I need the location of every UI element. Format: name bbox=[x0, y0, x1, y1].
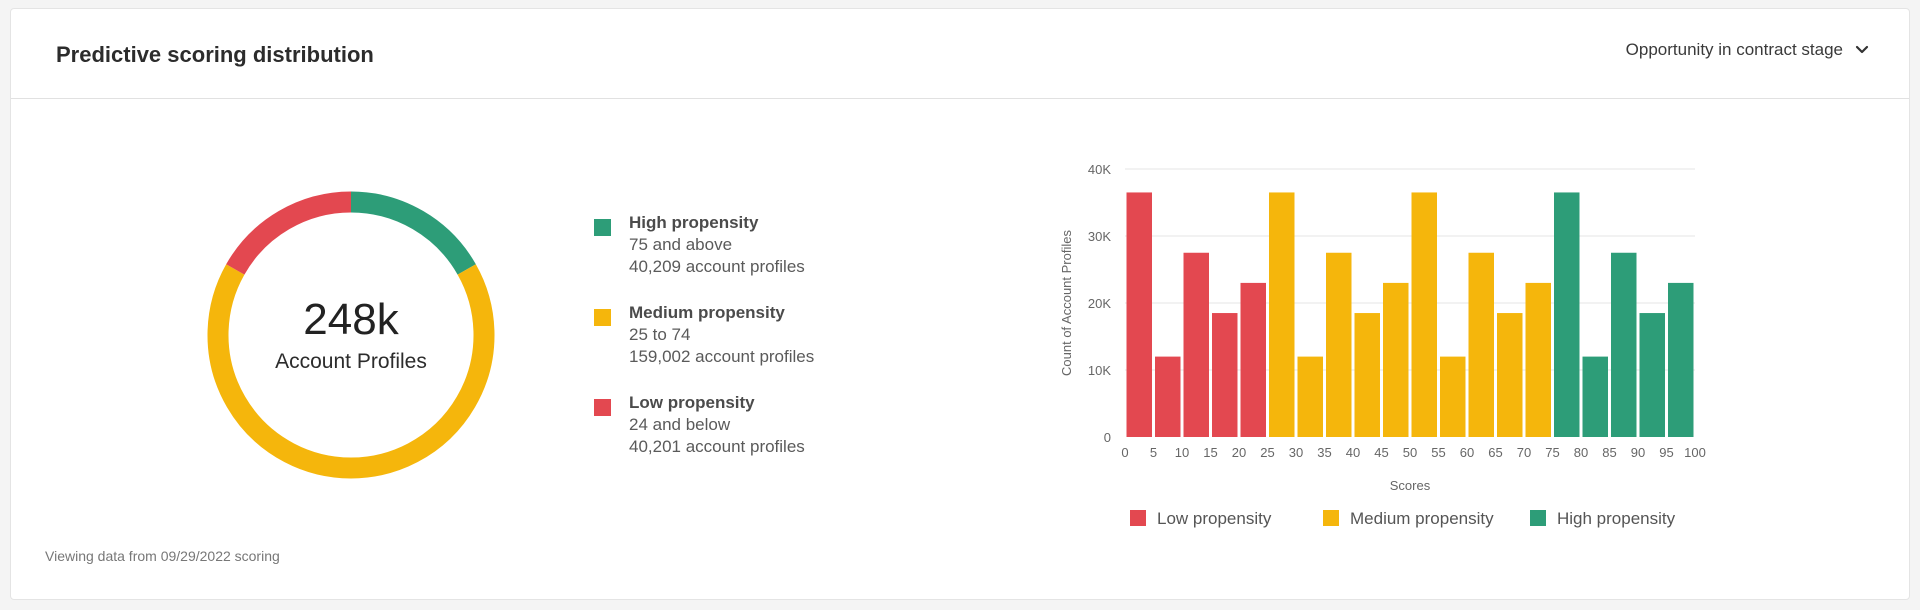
legend-swatch-high bbox=[1530, 510, 1546, 526]
legend-swatch-medium bbox=[594, 309, 611, 326]
legend-range: 25 to 74 bbox=[629, 325, 691, 344]
bar-medium bbox=[1525, 282, 1551, 437]
bar-medium bbox=[1297, 356, 1323, 437]
x-tick-label: 85 bbox=[1602, 445, 1616, 460]
bar-low bbox=[1155, 356, 1181, 437]
footer-note: Viewing data from 09/29/2022 scoring bbox=[45, 548, 280, 564]
scoring-distribution-card: Predictive scoring distribution Opportun… bbox=[10, 8, 1910, 600]
legend-name: Medium propensity bbox=[629, 303, 785, 322]
legend-label-medium: Medium propensity bbox=[1350, 509, 1494, 528]
bar-medium bbox=[1383, 282, 1409, 437]
bar-medium bbox=[1326, 252, 1352, 437]
bar-medium bbox=[1354, 313, 1380, 437]
y-tick-label: 30K bbox=[1088, 229, 1111, 244]
x-tick-label: 10 bbox=[1175, 445, 1189, 460]
x-tick-label: 0 bbox=[1121, 445, 1128, 460]
x-tick-label: 45 bbox=[1374, 445, 1388, 460]
legend-item-medium: Medium propensity 25 to 74 159,002 accou… bbox=[594, 302, 814, 392]
legend-label-high: High propensity bbox=[1557, 509, 1676, 528]
legend-name: High propensity bbox=[629, 213, 759, 232]
x-tick-label: 60 bbox=[1460, 445, 1474, 460]
card-title: Predictive scoring distribution bbox=[56, 42, 374, 67]
bar-medium bbox=[1497, 313, 1523, 437]
y-tick-label: 10K bbox=[1088, 363, 1111, 378]
x-axis-label: Scores bbox=[1390, 478, 1431, 493]
x-tick-label: 55 bbox=[1431, 445, 1445, 460]
y-axis-label: Count of Account Profiles bbox=[1059, 230, 1074, 376]
x-tick-label: 90 bbox=[1631, 445, 1645, 460]
donut-caption: Account Profiles bbox=[275, 350, 427, 373]
x-tick-label: 5 bbox=[1150, 445, 1157, 460]
bar-high bbox=[1639, 313, 1665, 437]
legend-label-low: Low propensity bbox=[1157, 509, 1272, 528]
donut-total: 248k bbox=[303, 295, 399, 344]
bar-medium bbox=[1269, 192, 1295, 437]
legend-swatch-high bbox=[594, 219, 611, 236]
bar-low bbox=[1212, 313, 1238, 437]
legend-name: Low propensity bbox=[629, 393, 755, 412]
bar-medium bbox=[1411, 192, 1437, 437]
x-tick-label: 70 bbox=[1517, 445, 1531, 460]
stage-dropdown-value: Opportunity in contract stage bbox=[1625, 40, 1843, 59]
legend-swatch-low bbox=[594, 399, 611, 416]
donut-chart bbox=[207, 191, 495, 479]
y-tick-label: 20K bbox=[1088, 296, 1111, 311]
legend-count: 40,201 account profiles bbox=[629, 437, 805, 456]
bar-high bbox=[1554, 192, 1580, 437]
legend-count: 159,002 account profiles bbox=[629, 347, 815, 366]
bar-high bbox=[1611, 252, 1637, 437]
legend-item-high: High propensity 75 and above 40,209 acco… bbox=[594, 212, 814, 302]
donut-legend: High propensity 75 and above 40,209 acco… bbox=[594, 212, 814, 482]
donut-segment-low bbox=[226, 191, 352, 275]
bar-chart: 0 10K 20K 30K 40K 0 5 10 15 20 25 30 35 40 45 50 55 60 65 7… bbox=[1059, 162, 1706, 528]
bar-low bbox=[1240, 282, 1266, 437]
legend-range: 24 and below bbox=[629, 415, 731, 434]
donut-segment-high bbox=[350, 191, 476, 275]
bar-low bbox=[1183, 252, 1209, 437]
x-tick-label: 50 bbox=[1403, 445, 1417, 460]
legend-count: 40,209 account profiles bbox=[629, 257, 805, 276]
donut-segment-medium bbox=[207, 264, 495, 479]
card-header: Predictive scoring distribution Opportun… bbox=[11, 9, 1909, 99]
bar-medium bbox=[1468, 252, 1494, 437]
x-tick-label: 80 bbox=[1574, 445, 1588, 460]
bar-high bbox=[1668, 282, 1694, 437]
x-tick-label: 75 bbox=[1545, 445, 1559, 460]
x-tick-label: 30 bbox=[1289, 445, 1303, 460]
legend-swatch-low bbox=[1130, 510, 1146, 526]
x-tick-label: 15 bbox=[1203, 445, 1217, 460]
x-tick-label: 100 bbox=[1684, 445, 1706, 460]
x-tick-label: 25 bbox=[1260, 445, 1274, 460]
x-tick-label: 65 bbox=[1488, 445, 1502, 460]
legend-item-low: Low propensity 24 and below 40,201 accou… bbox=[594, 392, 814, 482]
x-tick-label: 20 bbox=[1232, 445, 1246, 460]
y-tick-label: 40K bbox=[1088, 162, 1111, 177]
bar-medium bbox=[1440, 356, 1466, 437]
x-tick-label: 95 bbox=[1659, 445, 1673, 460]
legend-swatch-medium bbox=[1323, 510, 1339, 526]
x-tick-label: 40 bbox=[1346, 445, 1360, 460]
y-tick-label: 0 bbox=[1104, 430, 1111, 445]
x-tick-label: 35 bbox=[1317, 445, 1331, 460]
chevron-down-icon bbox=[1855, 45, 1869, 54]
bar-high bbox=[1582, 356, 1608, 437]
stage-dropdown[interactable]: Opportunity in contract stage bbox=[1626, 40, 1869, 60]
legend-range: 75 and above bbox=[629, 235, 733, 254]
bar-low bbox=[1126, 192, 1152, 437]
